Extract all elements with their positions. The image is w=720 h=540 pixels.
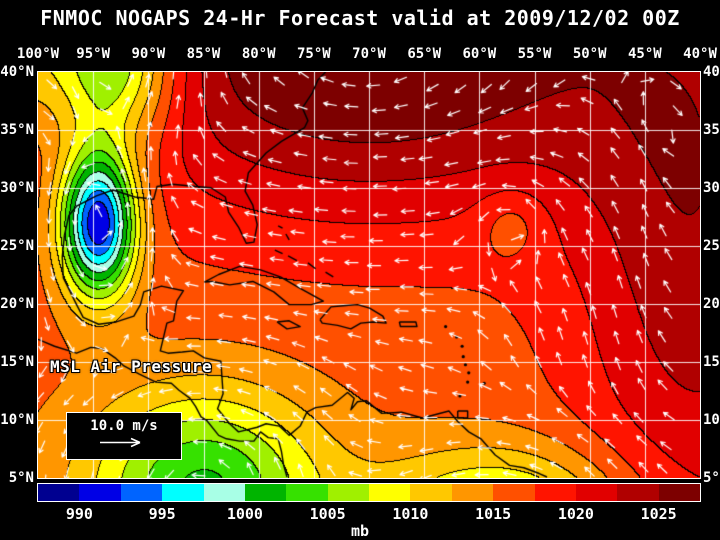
colorbar	[37, 483, 701, 502]
colorbar-segment	[79, 484, 121, 501]
colorbar-unit-label: mb	[350, 522, 370, 540]
colorbar-tick-label: 1010	[392, 505, 429, 523]
lat-tick-label: 5°N	[703, 470, 720, 486]
lat-tick-label: 35°N	[0, 122, 34, 138]
colorbar-segment	[162, 484, 204, 501]
colorbar-segment	[244, 484, 287, 501]
colorbar-segment	[617, 484, 659, 501]
wind-scale-arrow-icon	[100, 437, 141, 448]
lat-tick-label: 40°N	[703, 64, 720, 80]
lon-tick-label: 80°W	[241, 46, 276, 62]
colorbar-tick-label: 995	[148, 505, 176, 523]
lon-tick-label: 95°W	[76, 46, 111, 62]
lat-tick-label: 10°N	[703, 412, 720, 428]
lat-tick-label: 20°N	[703, 296, 720, 312]
lat-tick-label: 5°N	[8, 470, 34, 486]
lat-tick-label: 30°N	[703, 180, 720, 196]
colorbar-tick-label: 1000	[226, 505, 263, 523]
lon-tick-label: 100°W	[16, 46, 60, 62]
colorbar-tick-label: 1015	[475, 505, 512, 523]
lat-tick-label: 20°N	[0, 296, 34, 312]
field-label: MSL Air Pressure	[50, 357, 213, 376]
lat-tick-label: 35°N	[703, 122, 720, 138]
colorbar-segment	[203, 484, 245, 501]
wind-speed-label: 10.0 m/s	[90, 418, 158, 434]
lon-tick-label: 45°W	[628, 46, 662, 62]
colorbar-tick-label: 1020	[557, 505, 594, 523]
lon-tick-label: 90°W	[131, 46, 166, 62]
colorbar-tick-label: 1025	[640, 505, 677, 523]
colorbar-segments	[38, 484, 700, 501]
lat-tick-label: 30°N	[0, 180, 34, 196]
lat-tick-label: 15°N	[703, 354, 720, 370]
lon-tick-label: 50°W	[572, 46, 607, 62]
colorbar-segment	[327, 484, 369, 501]
colorbar-segment	[658, 484, 700, 501]
lat-tick-label: 10°N	[0, 412, 34, 428]
colorbar-segment	[38, 484, 80, 501]
lon-tick-label: 60°W	[462, 46, 497, 62]
lon-tick-label: 40°W	[683, 46, 717, 62]
colorbar-tick-label: 990	[65, 505, 93, 523]
lat-tick-label: 40°N	[0, 64, 34, 80]
colorbar-tick-label: 1005	[309, 505, 346, 523]
colorbar-segment	[410, 484, 452, 501]
colorbar-segment	[575, 484, 618, 501]
colorbar-segment	[286, 484, 328, 501]
lat-tick-label: 25°N	[703, 238, 720, 254]
lon-tick-label: 65°W	[407, 46, 442, 62]
lon-tick-label: 85°W	[186, 46, 221, 62]
lat-tick-label: 15°N	[0, 354, 34, 370]
colorbar-segment	[120, 484, 163, 501]
colorbar-segment	[493, 484, 535, 501]
lon-tick-label: 55°W	[517, 46, 552, 62]
lon-tick-label: 70°W	[352, 46, 386, 62]
lat-tick-label: 25°N	[0, 238, 34, 254]
pressure-map-canvas	[37, 71, 701, 479]
chart-title: FNMOC NOGAPS 24-Hr Forecast valid at 200…	[40, 6, 680, 30]
colorbar-segment	[451, 484, 494, 501]
wind-scale-legend: 10.0 m/s	[66, 412, 182, 460]
colorbar-segment	[369, 484, 411, 501]
lon-tick-label: 75°W	[296, 46, 331, 62]
colorbar-segment	[534, 484, 576, 501]
